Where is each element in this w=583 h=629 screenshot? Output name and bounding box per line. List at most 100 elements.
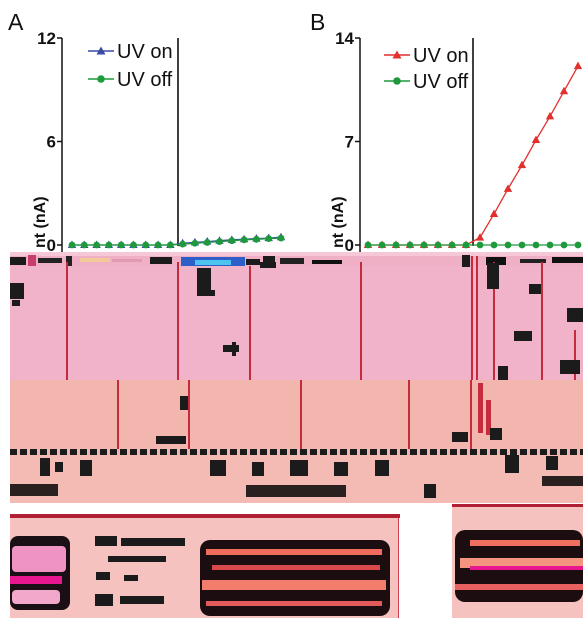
panel-a-uv-off-point — [216, 238, 223, 245]
image-artifact-line — [574, 330, 576, 380]
panel-a-label: A — [8, 9, 24, 35]
image-artifact-block — [514, 331, 532, 341]
legend-circle-marker — [393, 77, 401, 85]
legend-triangle-marker — [392, 50, 402, 59]
image-artifact-block — [424, 484, 436, 498]
image-artifact-block — [334, 462, 348, 476]
image-artifact-block — [460, 558, 583, 568]
panel-b-uv-off-point — [364, 241, 372, 249]
panel-a-uv-off-point — [80, 241, 88, 249]
image-artifact-block — [546, 456, 558, 470]
legend-label-uv-off: UV off — [413, 71, 469, 93]
panel-a-uv-off-point — [228, 237, 236, 245]
panel-b-legend: UV on UV off — [384, 45, 469, 93]
panel-a-y-axis-label: nt (nA) — [32, 196, 49, 248]
panel-b-uv-on-point — [573, 61, 583, 70]
panel-a-uv-off-point — [154, 241, 162, 249]
image-artifact-line — [188, 380, 190, 449]
image-artifact-block — [10, 380, 583, 450]
image-artifact-block — [452, 432, 468, 442]
image-artifact-block — [96, 572, 110, 580]
image-artifact-line — [476, 256, 478, 380]
image-artifact-block — [180, 396, 188, 410]
panel-b-y-ticks: 0 7 14 — [335, 29, 360, 255]
image-artifact-block — [40, 458, 50, 476]
image-artifact-line — [66, 262, 68, 380]
image-artifact-block — [10, 484, 58, 496]
panel-a-uv-off-point — [105, 241, 113, 249]
panel-b-uv-off-point — [448, 241, 456, 249]
image-artifact-block — [12, 300, 20, 306]
image-artifact-block — [232, 342, 236, 356]
panel-a-uv-off-point — [203, 239, 211, 246]
image-artifact-block — [212, 565, 380, 570]
image-artifact-block — [10, 518, 398, 618]
panel-b-uv-on-point — [517, 160, 527, 169]
image-artifact-block — [487, 263, 499, 289]
image-artifact-block — [505, 455, 519, 473]
image-artifact-block — [490, 428, 502, 440]
panel-b-uv-on-point — [531, 135, 541, 144]
panel-a-uv-off-point — [117, 241, 125, 249]
image-artifact-line — [10, 514, 400, 518]
image-artifact-line — [398, 518, 399, 618]
panel-b-uv-off-point — [462, 241, 470, 249]
panel-b-uv-off-point — [518, 241, 526, 249]
image-artifact-line — [452, 504, 583, 507]
image-artifact-line — [471, 256, 473, 380]
panel-b-uv-off-point — [420, 241, 428, 249]
image-artifact-block — [108, 556, 166, 562]
image-artifact-block — [95, 536, 117, 546]
panel-b-uv-on-point — [559, 86, 569, 95]
image-artifact-block — [80, 460, 92, 476]
image-artifact-block — [206, 601, 382, 606]
panel-b-uv-off-point — [504, 241, 512, 249]
image-artifact-block — [120, 596, 164, 604]
panel-a-y-ticks: 0 6 12 — [37, 29, 62, 255]
panel-a-legend: UV on UV off — [88, 41, 173, 91]
panel-b-uv-off-point — [378, 241, 386, 249]
panel-a-uv-on-line — [72, 236, 282, 246]
panel-b-uv-off-point — [574, 241, 582, 249]
legend-circle-marker — [97, 75, 105, 83]
image-artifact-block — [252, 462, 264, 476]
panel-b-uv-on-point — [489, 209, 499, 217]
image-artifact-line — [486, 400, 491, 435]
image-artifact-block — [206, 549, 382, 555]
image-artifact-line — [177, 262, 179, 380]
image-artifact-line — [470, 380, 472, 449]
panel-a-uv-off-point — [179, 240, 187, 248]
panel-a-uv-off-point — [191, 239, 199, 247]
image-artifact-line — [117, 380, 119, 449]
panel-b-y-tick-label: 7 — [345, 133, 354, 152]
legend-label-uv-on: UV on — [413, 45, 469, 67]
image-artifact-block — [12, 590, 60, 604]
panel-b-y-tick-label: 0 — [345, 236, 354, 255]
panel-b-uv-on-point — [545, 111, 555, 120]
panel-a-uv-off-point — [277, 234, 285, 242]
panel-a: A nt (nA) 0 6 12 UV on UV off — [8, 9, 286, 255]
image-artifact-block — [455, 584, 583, 590]
panel-a-uv-off-point — [130, 241, 137, 249]
image-artifact-line — [408, 380, 410, 449]
image-artifact-line — [360, 262, 362, 380]
image-artifact-block — [10, 266, 583, 380]
panel-b-label: B — [310, 9, 325, 35]
image-artifact-block — [542, 476, 583, 486]
panel-a-y-tick-label: 0 — [47, 236, 56, 255]
panel-b-uv-on-point — [503, 184, 513, 192]
image-artifact-line — [249, 266, 251, 380]
image-artifact-block — [567, 308, 583, 322]
panel-b-uv-off-point — [560, 241, 568, 249]
panel-b-uv-off-point — [532, 241, 540, 249]
image-artifact-block — [156, 436, 186, 444]
image-artifact-block — [200, 540, 390, 616]
image-artifact-block — [10, 576, 62, 584]
panel-a-uv-off-point — [240, 236, 248, 244]
panel-a-uv-off-line — [72, 237, 282, 246]
image-artifact-block — [124, 575, 138, 581]
image-artifact-block — [498, 366, 508, 380]
panel-a-y-tick-label: 6 — [47, 133, 56, 152]
image-artifact-block — [12, 546, 66, 572]
